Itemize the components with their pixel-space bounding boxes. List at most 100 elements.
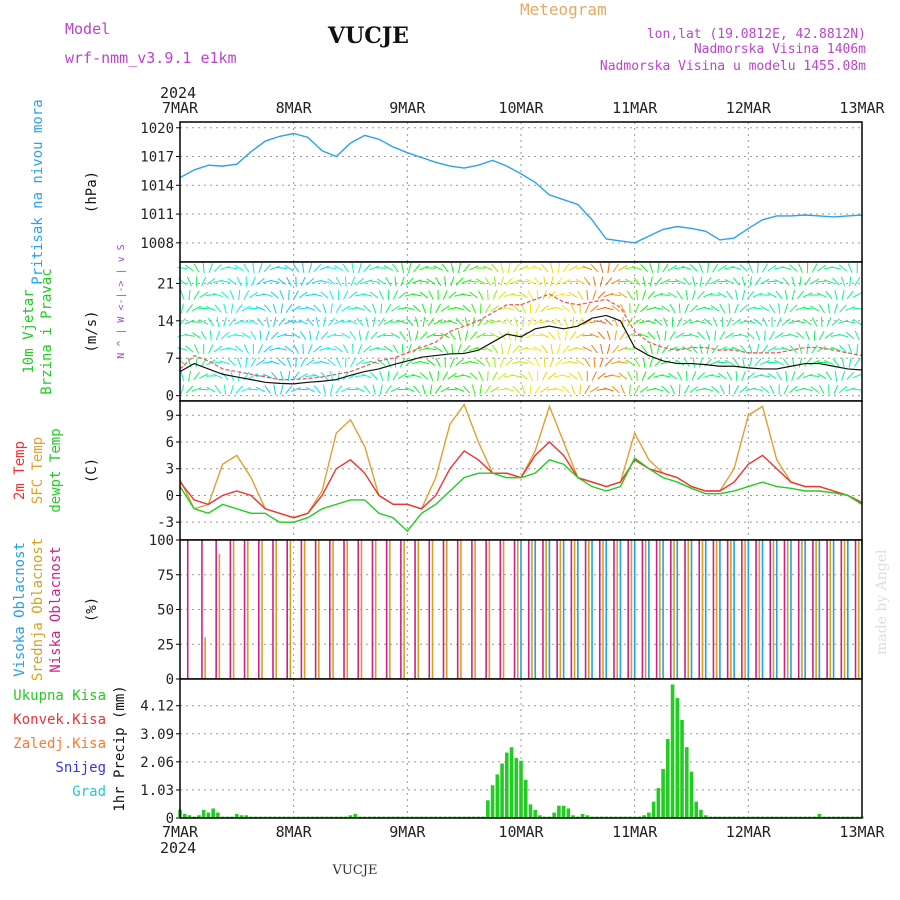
wind-barb [471, 303, 477, 314]
wind-barb [444, 276, 447, 287]
wind-barb [577, 317, 584, 327]
wind-barb [269, 265, 280, 271]
wind-barb [833, 384, 839, 395]
wind-barb [435, 303, 442, 314]
precip-bar [670, 684, 675, 818]
wind-barb [662, 263, 669, 273]
wind-barb [788, 333, 799, 338]
wind-barb [455, 358, 464, 367]
precip-bar [647, 812, 651, 818]
wind-barb [696, 372, 706, 380]
wind-barb [549, 357, 555, 368]
wind-barb [681, 334, 692, 337]
year-label-top: 2024 [160, 84, 196, 102]
wind-barb [322, 384, 327, 395]
footer-station: VUCJE [332, 863, 378, 878]
wind-barb [429, 384, 433, 395]
wind-barb [784, 290, 788, 300]
y-tick-label: 0 [166, 672, 174, 688]
wind-barb [810, 305, 820, 312]
wind-barb [426, 359, 436, 366]
wind-barb [433, 345, 443, 353]
wind-barb [796, 372, 805, 380]
wind-barb [738, 333, 749, 338]
wind-barb [641, 371, 647, 381]
wind-barb [553, 292, 564, 298]
wind-barb [227, 333, 238, 338]
wind-barb [599, 263, 604, 273]
wind-barb [490, 305, 500, 312]
wind-barb [774, 359, 784, 366]
time-label-top: 13MAR [839, 99, 885, 117]
wind-barb [194, 344, 200, 354]
wind-barb [802, 292, 813, 298]
wind-barb [767, 292, 777, 298]
wind-barb [320, 331, 329, 340]
wind-barb [852, 318, 862, 326]
wind-barb [639, 386, 649, 393]
wind-barb [504, 387, 515, 392]
precip-bar [239, 815, 244, 818]
wind-barb [342, 263, 350, 273]
wind-barb [582, 346, 592, 352]
wind-barb [606, 330, 611, 341]
wind-barb [717, 361, 728, 364]
wind-barb [255, 293, 266, 297]
wind-barb [818, 384, 825, 395]
wind-barb [214, 304, 222, 313]
wind-barb [592, 290, 597, 300]
wind-barb [322, 303, 327, 314]
wind-barb [462, 385, 471, 394]
wind-barb [640, 264, 648, 272]
wind-barb [426, 278, 436, 285]
wind-barb [519, 372, 528, 380]
wind-barb [664, 330, 667, 341]
wind-barb [584, 384, 591, 395]
wind-barb [298, 307, 309, 310]
precip-bar [699, 809, 703, 818]
wind-barb [682, 318, 692, 326]
wind-barb [407, 263, 412, 273]
wind-barb [541, 263, 549, 273]
wind-barb [584, 303, 590, 314]
wind-barb [560, 293, 572, 297]
wind-barb [745, 320, 756, 324]
wind-barb [220, 360, 230, 365]
wind-barb [489, 321, 500, 323]
panel-title: 1hr Precip (mm) [112, 685, 128, 811]
wind-barb [221, 291, 229, 299]
precip-bar [235, 813, 239, 818]
wind-barb [811, 263, 818, 273]
wind-barb [487, 289, 489, 301]
wind-barb [854, 276, 861, 287]
temp-dewpt-line [179, 456, 863, 533]
wind-barb [298, 319, 308, 325]
wind-barb [352, 343, 354, 355]
wind-barb [774, 332, 784, 339]
wind-barb [690, 344, 698, 354]
y-tick-label: 1020 [140, 121, 174, 137]
wind-barb [329, 371, 334, 381]
wind-barb [617, 361, 628, 364]
wind-barb [533, 318, 543, 326]
precip-bar [500, 763, 504, 818]
wind-barb [804, 277, 811, 286]
y-tick-label: 0 [166, 488, 174, 504]
wind-barb [726, 371, 733, 381]
wind-barb [180, 290, 185, 300]
precip-bar [348, 815, 353, 818]
wind-barb [485, 357, 491, 368]
wind-barb [457, 263, 462, 273]
panel-unit-label: (m/s) [84, 310, 100, 352]
wind-barb [428, 371, 434, 381]
wind-barb [755, 330, 761, 341]
wind-barb [520, 303, 526, 314]
wind-barb [705, 330, 711, 341]
wind-barb [827, 303, 831, 314]
wind-barb [291, 386, 301, 393]
wind-barb [497, 319, 507, 325]
wind-barb [586, 289, 589, 301]
wind-barb [305, 386, 315, 393]
wind-barb [387, 370, 390, 382]
wind-barb [596, 320, 607, 324]
